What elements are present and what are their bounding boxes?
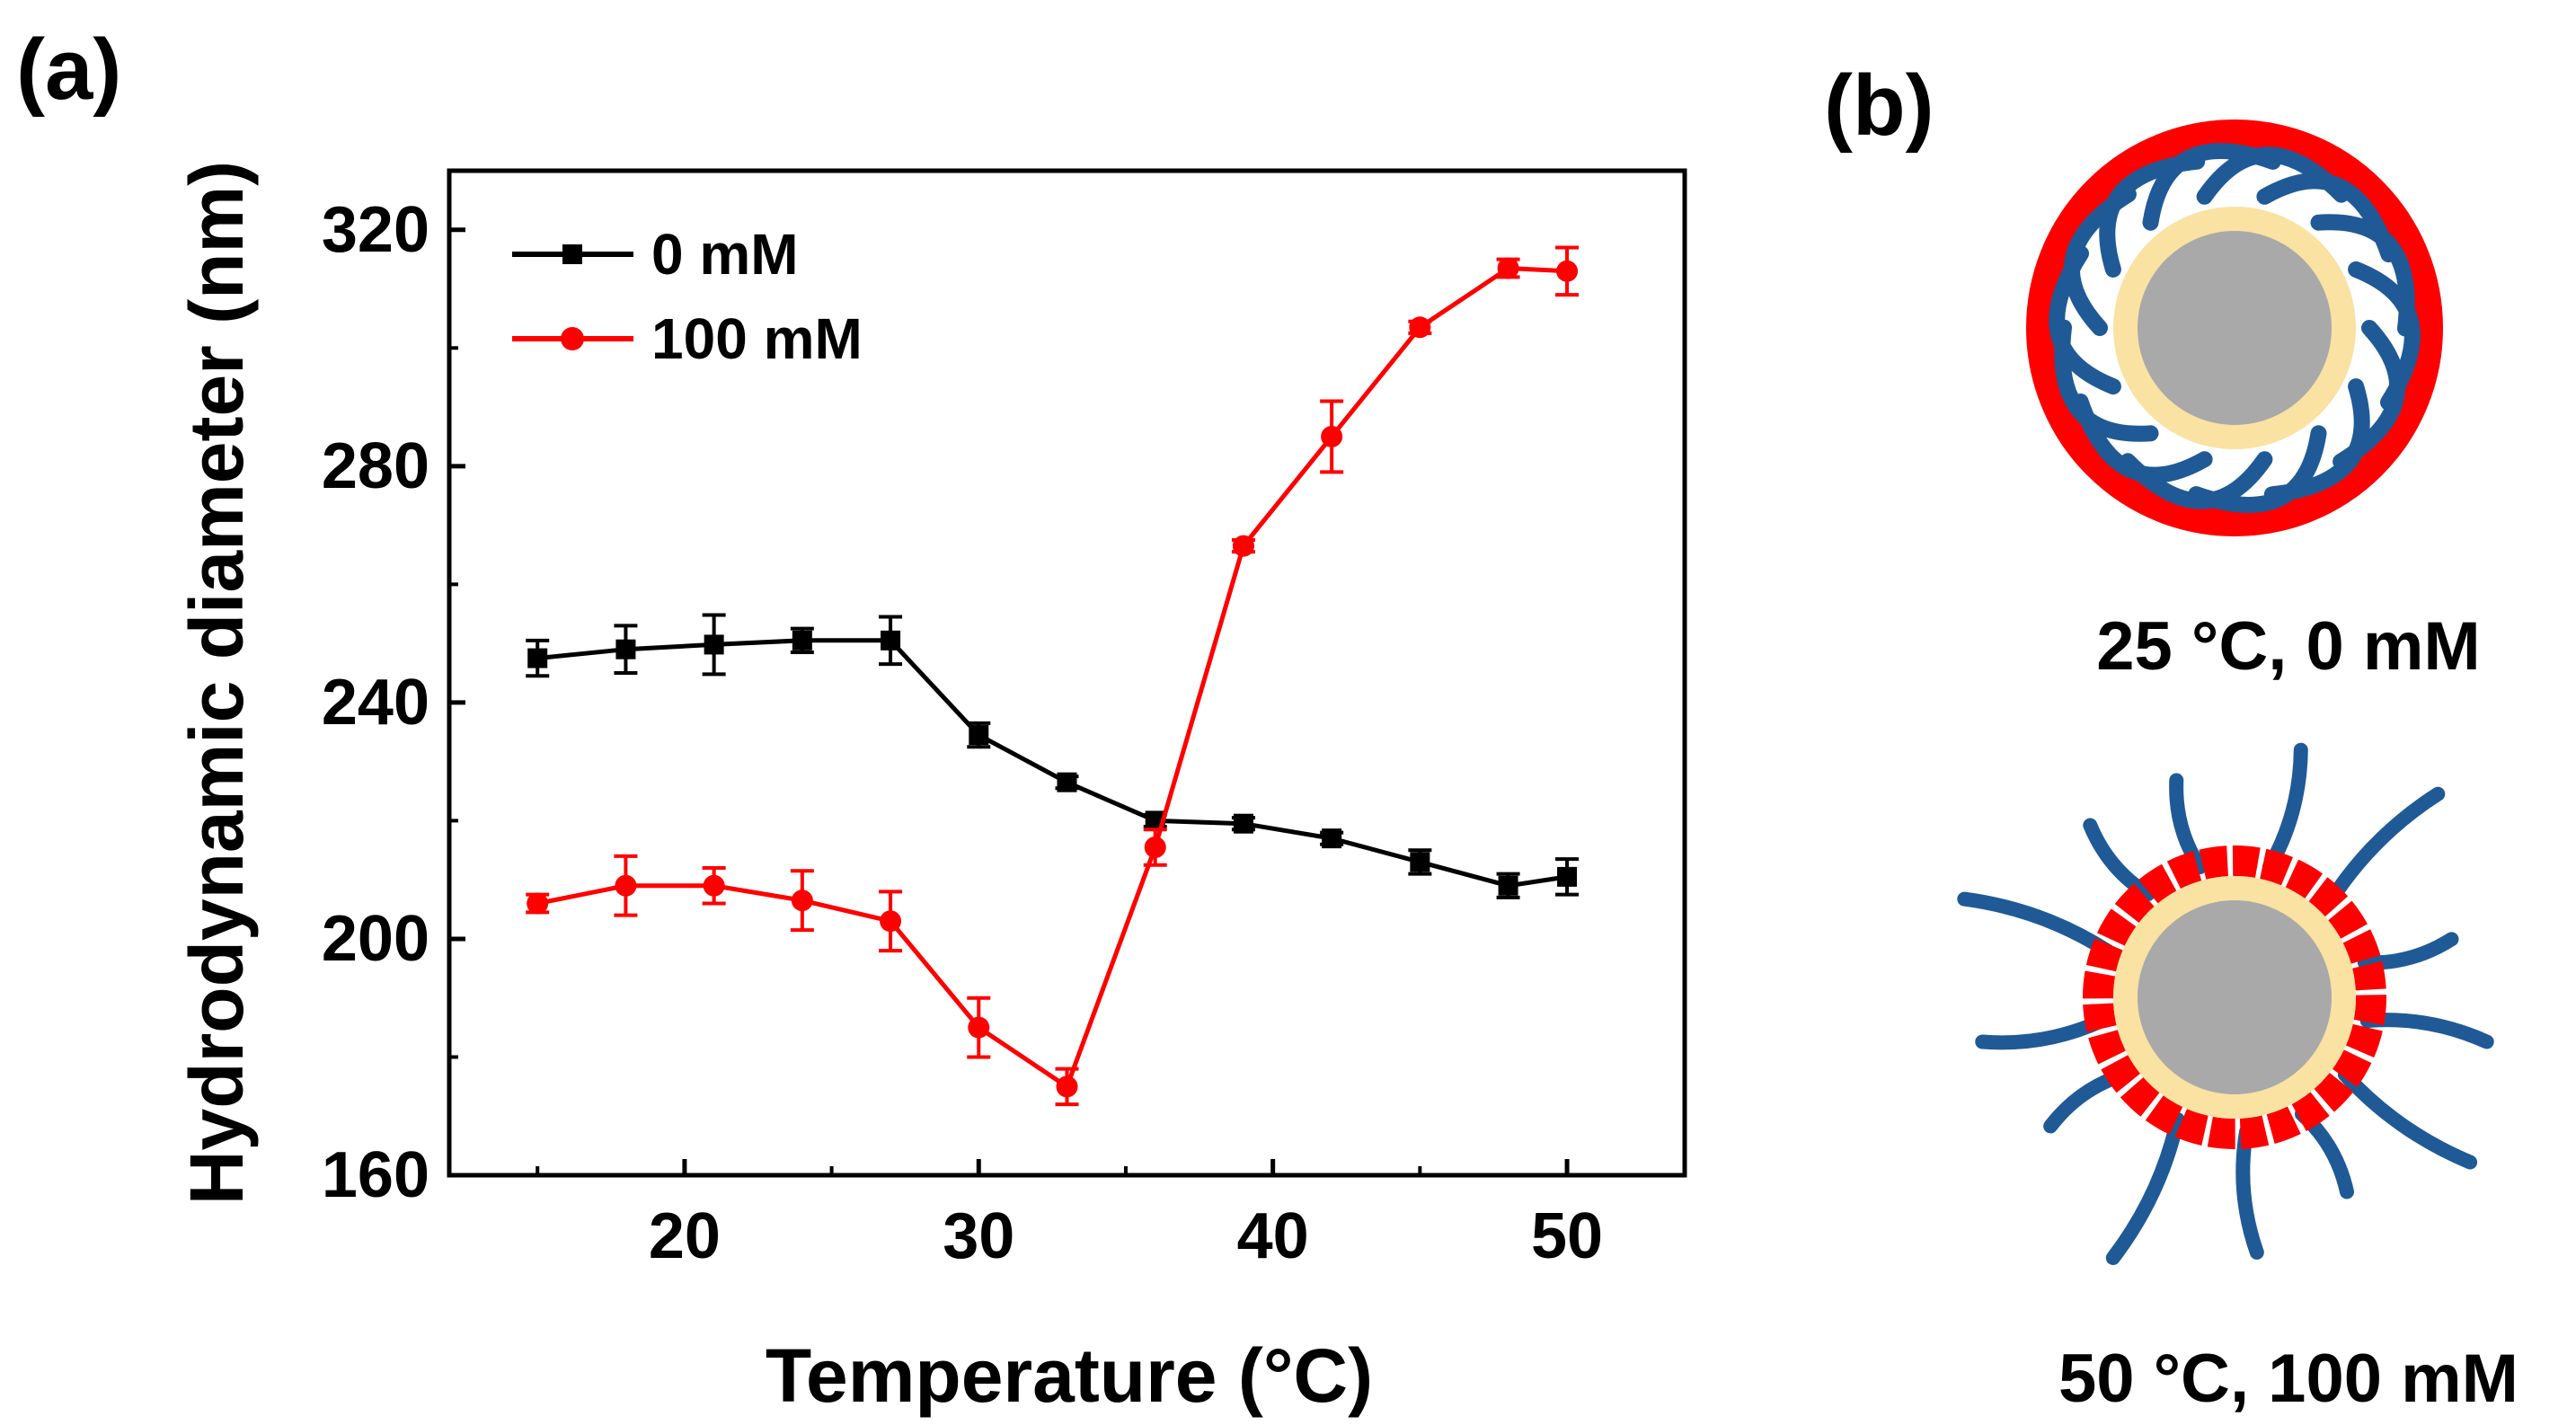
particle-core-top — [2138, 231, 2332, 425]
panel-label-b: (b) — [1824, 58, 1934, 154]
polymer-chain — [2337, 1067, 2478, 1170]
y-tick-label-160: 160 — [322, 1139, 429, 1211]
data-point-0mm — [1498, 875, 1518, 896]
polymer-chain — [2359, 1013, 2494, 1049]
data-point-0mm — [792, 630, 812, 651]
x-axis: 20 30 40 50 — [536, 1159, 1603, 1272]
data-point-0mm — [704, 634, 724, 655]
data-point-0mm — [1233, 813, 1253, 834]
data-point-0mm — [881, 630, 901, 651]
plot-frame — [447, 168, 1687, 1178]
condition-label-top: 25 °C, 0 mM — [2096, 608, 2480, 685]
particle-diagram: 25 °C, 0 mM 50 °C, 100 mM — [1957, 119, 2518, 1417]
data-point-100mm — [1556, 260, 1579, 282]
data-point-100mm — [791, 890, 813, 912]
panel-label-a: (a) — [16, 22, 121, 118]
data-point-100mm — [1321, 425, 1343, 447]
chart-area: 160 200 240 280 320 20 30 40 50 Hydrodynamic di… — [174, 161, 1687, 1418]
legend-marker-100mm — [561, 327, 584, 350]
y-tick-label-240: 240 — [322, 667, 429, 739]
polymer-chain — [1975, 1013, 2110, 1050]
series-line-100mm — [536, 265, 1568, 1091]
extended-polymer-chains — [1957, 742, 2494, 1265]
y-tick-label-280: 280 — [322, 430, 429, 502]
legend: 0 mM 100 mM — [512, 222, 863, 371]
data-point-100mm — [880, 910, 902, 933]
data-point-100mm — [703, 874, 725, 897]
data-point-100mm — [1497, 257, 1519, 279]
x-tick-label-30: 30 — [943, 1200, 1014, 1272]
polymer-chain — [2105, 1111, 2185, 1265]
x-axis-label: Temperature (°C) — [766, 1333, 1373, 1418]
x-tick-label-50: 50 — [1531, 1200, 1603, 1272]
data-point-0mm — [1410, 852, 1430, 872]
x-tick-label-40: 40 — [1237, 1200, 1309, 1272]
particle-core-bottom — [2138, 900, 2332, 1094]
polymer-chain — [2323, 786, 2446, 909]
polymer-chain — [2235, 1124, 2264, 1260]
data-point-0mm — [1557, 866, 1578, 887]
collapsed-polymer-chains — [2049, 143, 2421, 513]
y-axis-label: Hydrodynamic diameter (nm) — [174, 161, 259, 1205]
polymer-chain — [1957, 891, 2115, 959]
data-point-0mm — [969, 725, 989, 746]
y-axis: 160 200 240 280 320 — [322, 194, 465, 1211]
collapsed-red-ring — [2026, 119, 2443, 536]
x-tick-label-20: 20 — [649, 1200, 721, 1272]
data-point-0mm — [615, 639, 636, 659]
data-point-0mm — [527, 648, 548, 668]
data-point-100mm — [615, 874, 637, 897]
polymer-chain — [2083, 818, 2156, 902]
data-point-0mm — [1322, 828, 1342, 849]
series-layer — [526, 245, 1580, 1107]
data-point-0mm — [1057, 772, 1077, 792]
data-point-100mm — [527, 892, 549, 915]
particle-collapsed — [2026, 119, 2443, 536]
data-point-100mm — [1409, 316, 1431, 339]
polymer-chain — [2357, 932, 2459, 970]
legend-label-0mm: 0 mM — [651, 222, 799, 287]
y-tick-label-200: 200 — [322, 903, 429, 975]
data-point-100mm — [968, 1016, 990, 1039]
legend-label-100mm: 100 mM — [651, 306, 863, 371]
legend-marker-0mm — [562, 244, 582, 264]
y-tick-label-320: 320 — [322, 194, 429, 266]
particle-extended — [1957, 742, 2494, 1265]
extended-red-ring — [2083, 845, 2386, 1149]
condition-label-bottom: 50 °C, 100 mM — [2058, 1341, 2518, 1417]
polymer-chain — [2348, 261, 2421, 411]
data-point-100mm — [1232, 535, 1254, 557]
polymer-chain — [2262, 742, 2308, 875]
data-point-100mm — [1056, 1075, 1078, 1098]
data-point-100mm — [1144, 836, 1166, 859]
